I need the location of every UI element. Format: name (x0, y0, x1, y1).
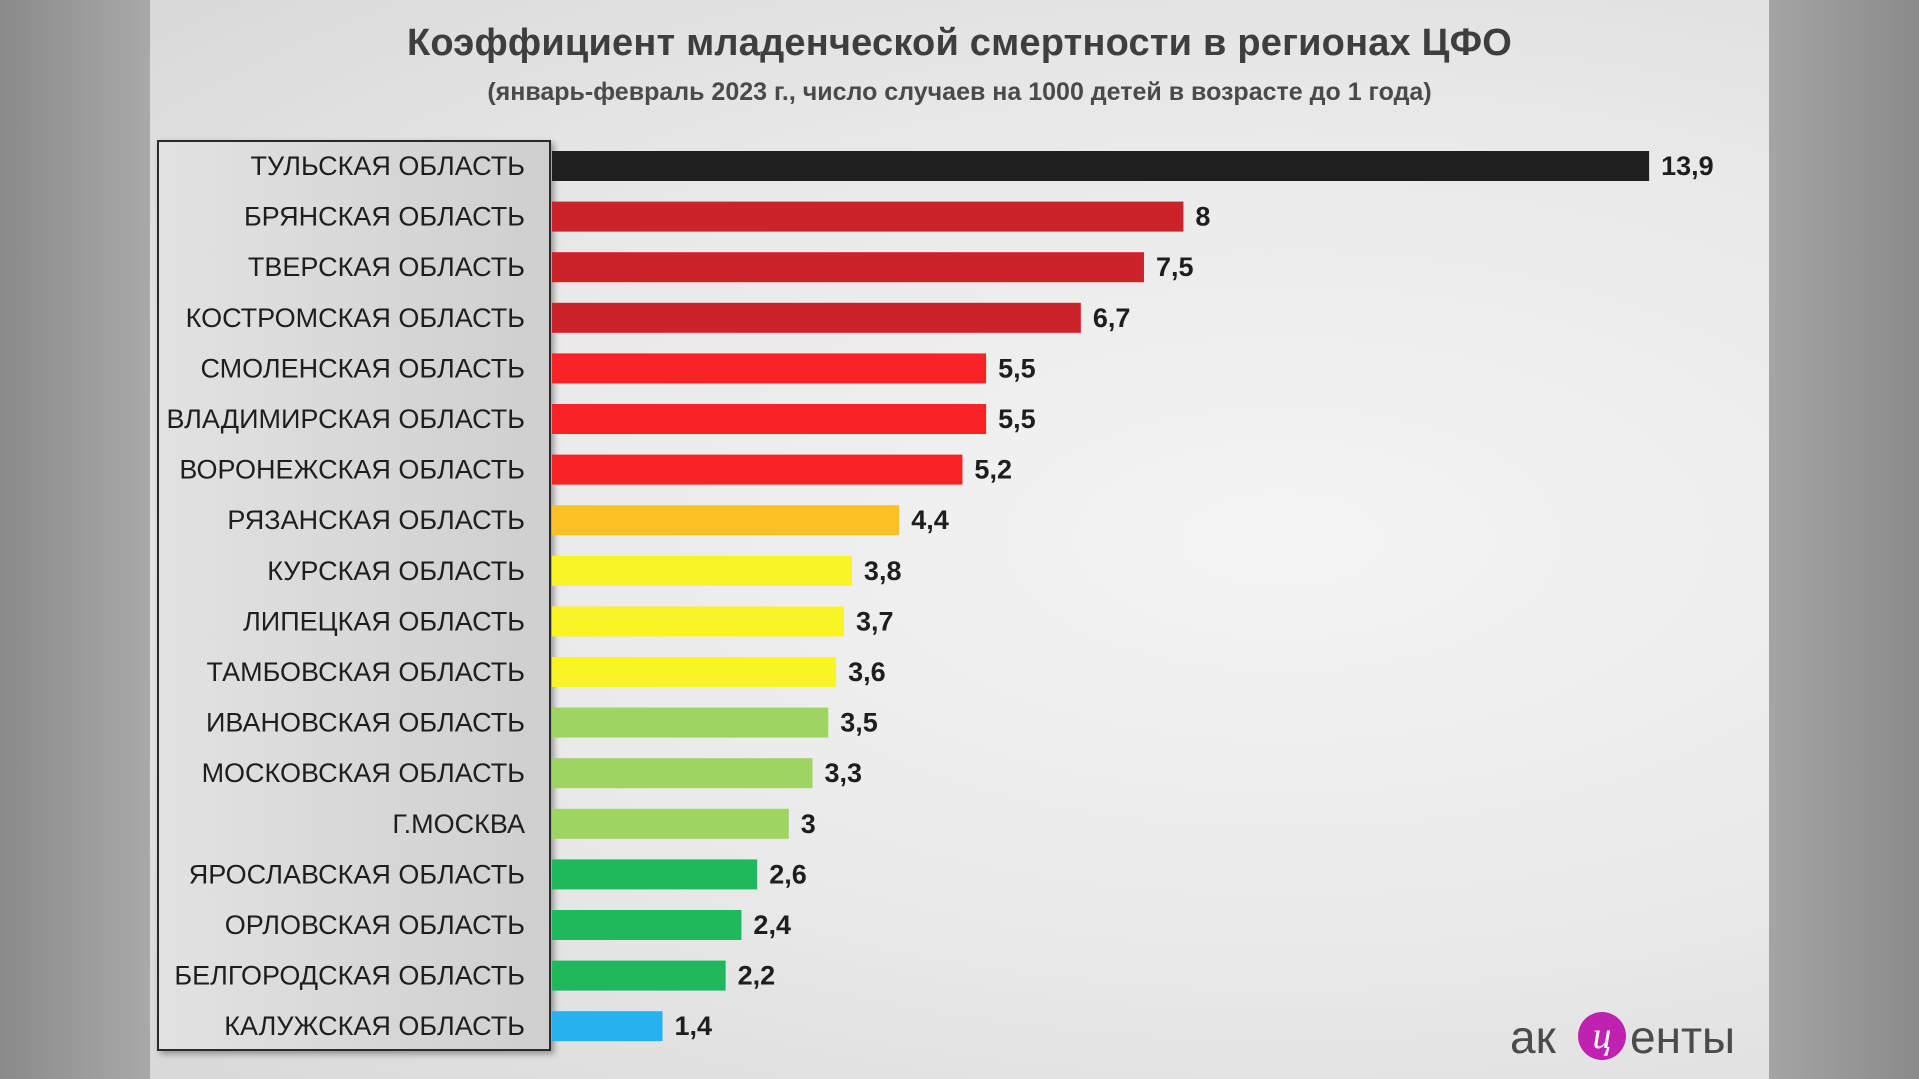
bar (552, 657, 837, 687)
value-label: 6,7 (1093, 303, 1131, 333)
bar (552, 910, 742, 940)
bar (552, 859, 758, 890)
bar (552, 302, 1081, 333)
logo-text-right: енты (1630, 1011, 1736, 1063)
bar (552, 555, 852, 586)
value-label: 3,5 (840, 708, 878, 738)
bar (552, 404, 987, 434)
bar (552, 505, 900, 536)
category-label: Г.МОСКВА (392, 809, 525, 839)
bar (552, 808, 789, 839)
category-label: ТУЛЬСКАЯ ОБЛАСТЬ (251, 151, 526, 181)
background-right (1769, 0, 1919, 1079)
category-label: ЯРОСЛАВСКАЯ ОБЛАСТЬ (189, 859, 525, 889)
bar (552, 960, 726, 991)
value-label: 4,4 (911, 505, 949, 535)
category-label: СМОЛЕНСКАЯ ОБЛАСТЬ (200, 353, 525, 383)
category-label: ТАМБОВСКАЯ ОБЛАСТЬ (206, 657, 525, 687)
logo-mark-letter: ц (1593, 1015, 1612, 1057)
value-label: 3,6 (848, 657, 886, 687)
category-label: РЯЗАНСКАЯ ОБЛАСТЬ (227, 505, 525, 535)
category-label: ВОРОНЕЖСКАЯ ОБЛАСТЬ (179, 455, 525, 485)
value-label: 3,7 (856, 606, 894, 636)
category-label: БРЯНСКАЯ ОБЛАСТЬ (244, 202, 525, 232)
bar (552, 454, 963, 485)
category-label: КАЛУЖСКАЯ ОБЛАСТЬ (224, 1011, 525, 1041)
logo-mark-icon: ц (1578, 1012, 1626, 1060)
value-label: 3 (801, 809, 816, 839)
chart-subtitle: (январь-февраль 2023 г., число случаев н… (487, 78, 1432, 106)
category-label: ВЛАДИМИРСКАЯ ОБЛАСТЬ (166, 404, 525, 434)
logo-text-left: ак (1510, 1011, 1556, 1063)
bar (552, 758, 813, 789)
category-label: ЛИПЕЦКАЯ ОБЛАСТЬ (243, 606, 525, 636)
value-label: 5,5 (998, 404, 1036, 434)
chart-title: Коэффициент младенческой смертности в ре… (406, 22, 1512, 64)
category-label: БЕЛГОРОДСКАЯ ОБЛАСТЬ (174, 961, 525, 991)
bar (552, 353, 987, 384)
value-label: 13,9 (1661, 151, 1714, 181)
category-label: КОСТРОМСКАЯ ОБЛАСТЬ (186, 303, 525, 333)
background-left (0, 0, 150, 1079)
category-label: ТВЕРСКАЯ ОБЛАСТЬ (248, 252, 525, 282)
category-label: МОСКОВСКАЯ ОБЛАСТЬ (202, 758, 525, 788)
value-label: 2,6 (769, 859, 807, 889)
chart-card: Коэффициент младенческой смертности в ре… (150, 0, 1769, 1079)
bar (552, 252, 1144, 283)
category-label: ОРЛОВСКАЯ ОБЛАСТЬ (225, 910, 525, 940)
category-label: КУРСКАЯ ОБЛАСТЬ (267, 556, 525, 586)
value-label: 7,5 (1156, 252, 1194, 282)
value-label: 1,4 (675, 1011, 713, 1041)
category-label-panel (157, 140, 551, 1051)
bar (552, 151, 1650, 181)
bar (552, 606, 845, 637)
category-label: ИВАНОВСКАЯ ОБЛАСТЬ (206, 708, 525, 738)
value-label: 2,2 (738, 961, 776, 991)
bar (552, 1011, 663, 1042)
bar (552, 707, 829, 738)
value-label: 3,3 (824, 758, 862, 788)
value-label: 3,8 (864, 556, 902, 586)
bar-plot: ТУЛЬСКАЯ ОБЛАСТЬ 13,9 БРЯНСКАЯ ОБЛАСТЬ 8 ТВЕ… (166, 151, 1714, 1042)
akcenty-logo: ак ц енты (1510, 1010, 1750, 1070)
value-label: 5,5 (998, 353, 1036, 383)
bar (552, 201, 1184, 232)
value-label: 5,2 (974, 455, 1012, 485)
value-label: 8 (1195, 202, 1210, 232)
value-label: 2,4 (753, 910, 791, 940)
